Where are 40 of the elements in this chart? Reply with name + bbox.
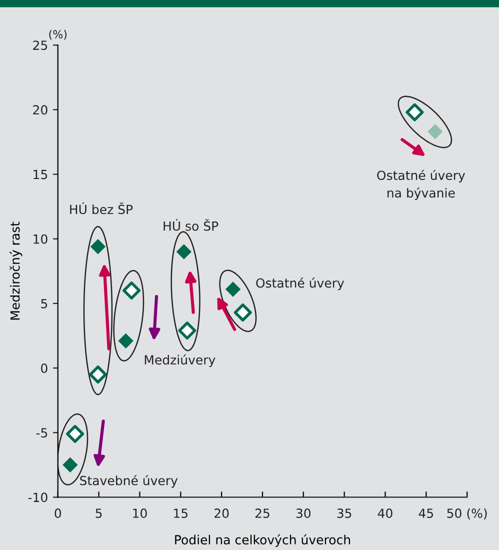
y-tick-label: -5 <box>36 428 48 438</box>
y-tick-label: 0 <box>41 364 48 373</box>
point <box>176 244 192 260</box>
y-tick-label: 10 <box>34 234 48 244</box>
point <box>225 282 241 297</box>
point <box>118 333 134 349</box>
x-tick-label: 45 <box>418 508 434 518</box>
annotation: Stavebné úvery <box>80 475 178 488</box>
x-tick-label: 35 <box>337 508 352 518</box>
x-axis-title: Podiel na celkových úveroch <box>175 534 350 547</box>
x-tick-label: 20 <box>214 508 229 518</box>
annotation: HÚ bez ŠP <box>70 202 133 214</box>
y-tick-label: 15 <box>34 170 48 180</box>
annotation: Ostatné úvery na bývanie <box>377 170 466 200</box>
y-tick-label: 5 <box>41 299 48 308</box>
point <box>122 282 141 300</box>
point <box>234 303 252 322</box>
x-tick-label: 15 <box>174 508 188 518</box>
point <box>428 124 443 140</box>
x-tick-label: 0 <box>54 508 62 518</box>
point <box>406 103 424 122</box>
x-tick-label: 25 <box>255 508 270 518</box>
x-tick-label: 40 <box>378 508 392 518</box>
text: (%) <box>49 30 67 40</box>
point <box>88 365 107 384</box>
y-axis-title: Medziročný rast <box>10 222 22 320</box>
point <box>178 322 196 340</box>
annotation: HÚ so ŠP <box>164 219 218 231</box>
point <box>62 457 78 473</box>
x-tick-label: 50 (%) <box>447 508 487 520</box>
annotation: Ostatné úvery <box>256 278 344 290</box>
x-tick-label: 10 <box>133 508 147 518</box>
x-tick-label: 5 <box>96 508 102 518</box>
y-tick-label: 20 <box>33 105 48 115</box>
x-tick-label: 30 <box>296 508 311 518</box>
annotation: Medziúvery <box>144 354 216 368</box>
point <box>66 424 84 443</box>
y-tick-label: 25 <box>33 40 48 50</box>
y-tick-label: -10 <box>28 492 48 502</box>
point <box>90 239 106 254</box>
